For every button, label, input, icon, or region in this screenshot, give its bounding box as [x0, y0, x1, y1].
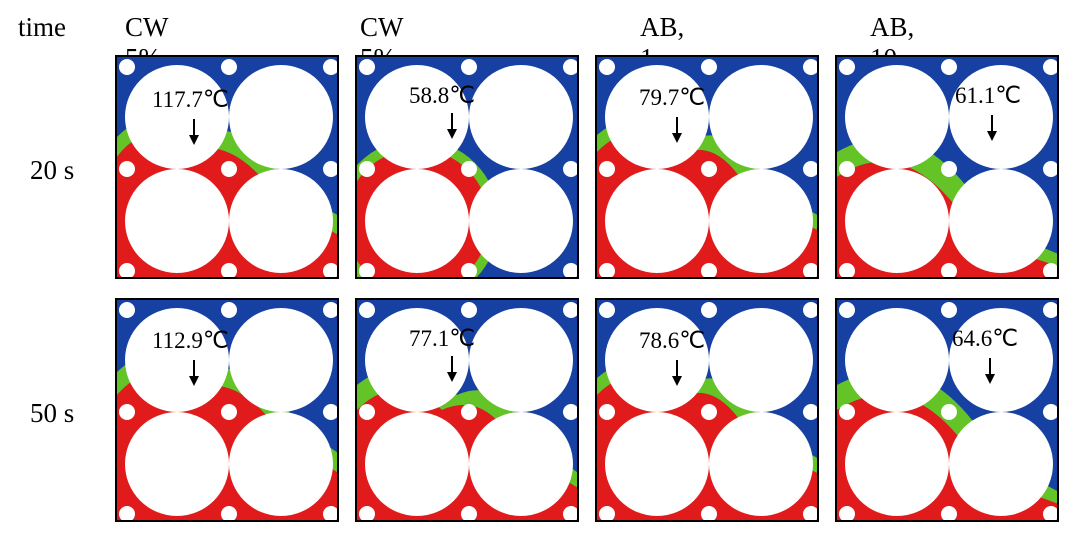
temp-label-r0-c2: 79.7℃	[639, 85, 705, 111]
cell-r0-c2: 79.7℃	[595, 55, 819, 279]
cell-r1-c3: 64.6℃	[835, 298, 1059, 522]
arrow-icon	[189, 135, 199, 145]
cell-r0-c1: 58.8℃	[355, 55, 579, 279]
row-label-0: 20 s	[30, 155, 74, 186]
temp-label-r0-c1: 58.8℃	[409, 83, 475, 109]
arrow-icon	[672, 133, 682, 143]
temp-label-r0-c0: 117.7℃	[152, 87, 229, 113]
arrow-icon	[189, 376, 199, 386]
arrow-icon	[672, 376, 682, 386]
temp-label-r1-c0: 112.9℃	[152, 328, 229, 354]
cell-r0-c3: 61.1℃	[835, 55, 1059, 279]
cell-r1-c1: 77.1℃	[355, 298, 579, 522]
time-label: time	[18, 12, 66, 43]
cell-r0-c0: 117.7℃	[115, 55, 339, 279]
arrow-icon	[447, 129, 457, 139]
temp-label-r1-c3: 64.6℃	[952, 326, 1018, 352]
temp-label-r0-c3: 61.1℃	[955, 83, 1021, 109]
temp-label-r1-c2: 78.6℃	[639, 328, 705, 354]
arrow-icon	[447, 372, 457, 382]
temp-label-r1-c1: 77.1℃	[409, 326, 475, 352]
cell-r1-c0: 112.9℃	[115, 298, 339, 522]
cell-r1-c2: 78.6℃	[595, 298, 819, 522]
arrow-icon	[987, 131, 997, 141]
arrow-icon	[985, 374, 995, 384]
row-label-1: 50 s	[30, 398, 74, 429]
